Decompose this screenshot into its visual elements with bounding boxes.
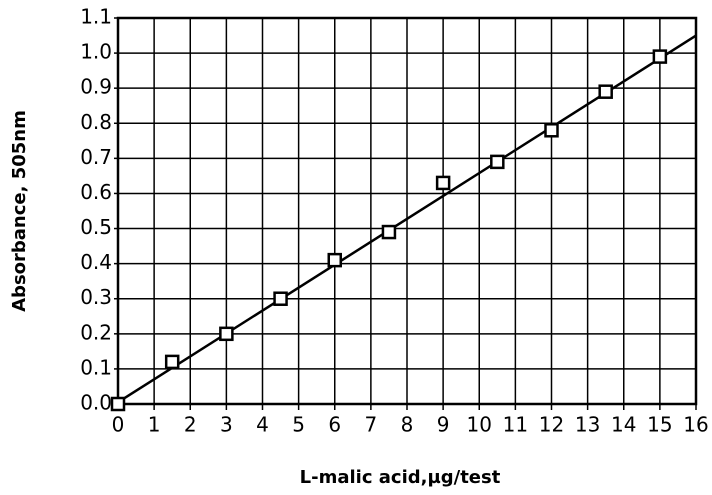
x-tick-label: 2 [184, 413, 197, 437]
data-point [110, 396, 126, 412]
data-point [544, 123, 559, 138]
data-point [381, 224, 397, 240]
x-tick-label: 12 [539, 413, 564, 437]
y-tick-label: 0.9 [80, 75, 112, 99]
data-point [219, 326, 234, 342]
data-point [652, 49, 668, 64]
y-tick-label: 0.7 [80, 145, 112, 169]
y-tick-label: 0.6 [80, 180, 112, 204]
x-tick-label: 11 [503, 413, 528, 437]
x-tick-label: 10 [467, 413, 492, 437]
x-tick-label: 9 [437, 413, 450, 437]
data-point [273, 291, 288, 306]
x-tick-label: 3 [220, 413, 233, 437]
x-tick-label: 0 [112, 413, 125, 437]
y-axis-title: Absorbance, 505nm [9, 110, 30, 312]
y-tick-label: 0.4 [80, 250, 112, 274]
y-tick-label: 1.0 [80, 40, 112, 64]
y-tick-label: 0.3 [80, 285, 112, 309]
data-point [490, 154, 505, 170]
data-point [598, 84, 613, 99]
x-tick-label: 6 [328, 413, 341, 437]
y-tick-label: 0.1 [80, 355, 112, 379]
y-tick-label: 0.5 [80, 215, 112, 239]
data-point [164, 354, 180, 370]
data-point [435, 175, 451, 191]
x-tick-label: 5 [292, 413, 305, 437]
x-tick-label: 13 [575, 413, 600, 437]
y-tick-label: 0.8 [80, 110, 112, 134]
x-tick-label: 1 [148, 413, 161, 437]
x-tick-label: 14 [611, 413, 636, 437]
x-tick-label: 8 [401, 413, 414, 437]
x-tick-label: 7 [365, 413, 378, 437]
data-point [327, 252, 342, 268]
plot-frame [116, 16, 698, 406]
x-tick-label: 16 [683, 413, 708, 437]
y-tick-label: 1.1 [80, 5, 112, 29]
y-tick-label: 0.0 [80, 391, 112, 415]
x-axis-title: L-malic acid,µg/test [300, 467, 501, 488]
y-tick-label: 0.2 [80, 320, 112, 344]
x-tick-label: 4 [256, 413, 269, 437]
x-tick-label: 15 [647, 413, 672, 437]
